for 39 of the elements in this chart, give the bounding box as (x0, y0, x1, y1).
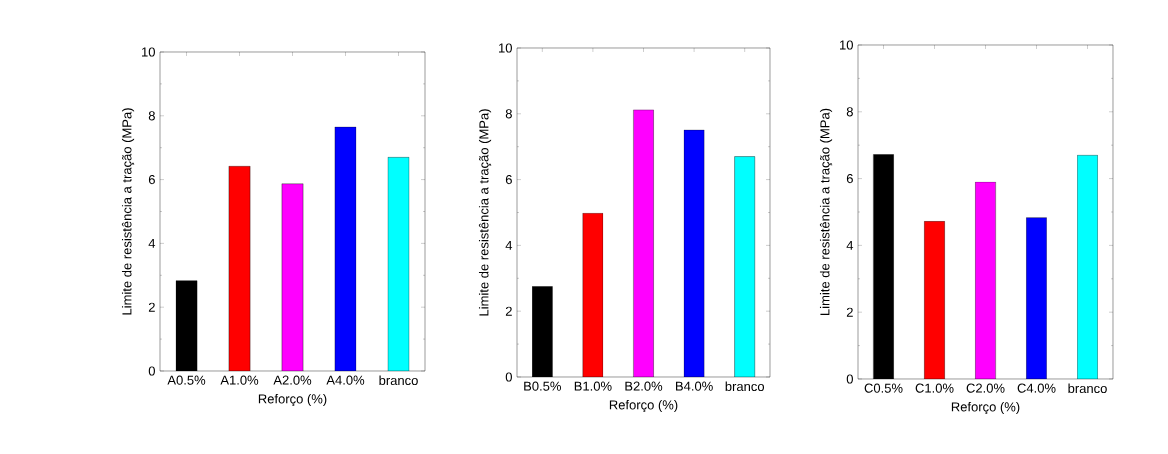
y-tick-label: 10 (499, 43, 512, 53)
y-axis-title: Limite de resistência a tração (MPa) (121, 108, 135, 315)
x-tick-label: branco (1068, 383, 1107, 394)
x-tick-label: C0.5% (864, 383, 903, 393)
y-tick-label: 2 (505, 306, 512, 316)
x-tick-label: B1.0% (574, 381, 612, 391)
y-tick-label: 0 (148, 366, 155, 376)
y-axis-title: Limite de resistência a tração (MPa) (478, 109, 492, 316)
x-tick-label: B4.0% (676, 381, 713, 391)
y-tick-label: 8 (846, 107, 853, 117)
y-tick-label: 4 (148, 238, 156, 248)
x-tick-label: C4.0% (1017, 383, 1056, 393)
y-tick-label: 0 (505, 372, 512, 382)
y-tick-label: 6 (505, 174, 512, 185)
y-tick-label: 2 (846, 307, 853, 317)
y-tick-label: 10 (142, 47, 155, 57)
y-tick-label: 0 (846, 374, 853, 384)
y-tick-label: 6 (846, 173, 853, 184)
x-tick-label: B2.0% (625, 381, 663, 391)
y-tick-label: 2 (148, 302, 155, 312)
x-axis-title: Reforço (%) (258, 393, 327, 407)
y-tick-label: 8 (148, 111, 155, 121)
x-tick-label: A1.0% (220, 375, 259, 385)
x-tick-label: C2.0% (966, 383, 1005, 393)
y-tick-label: 10 (840, 40, 853, 50)
y-tick-label: 4 (846, 240, 854, 250)
x-tick-label: A0.5% (167, 375, 206, 385)
x-tick-label: branco (379, 375, 418, 386)
x-axis-title: Reforço (%) (609, 399, 678, 413)
x-tick-label: branco (725, 381, 765, 392)
x-tick-label: A2.0% (273, 375, 312, 385)
x-tick-label: B0.5% (524, 381, 561, 391)
y-tick-label: 6 (148, 174, 155, 185)
y-tick-label: 4 (505, 240, 513, 250)
x-axis-title: Reforço (%) (951, 401, 1020, 415)
y-axis-title: Limite de resistência a tração (MPa) (819, 108, 833, 315)
x-tick-label: C1.0% (915, 383, 954, 393)
y-tick-label: 8 (505, 109, 512, 119)
x-tick-label: A4.0% (326, 375, 365, 385)
